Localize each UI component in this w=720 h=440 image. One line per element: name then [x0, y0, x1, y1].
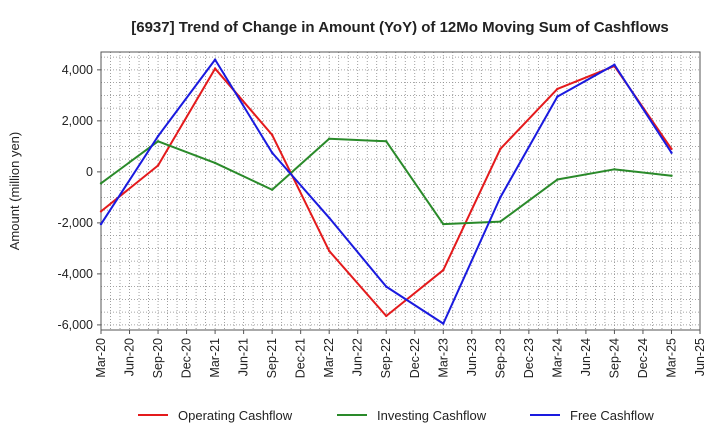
x-tick-label: Mar-24: [550, 338, 564, 378]
x-tick-label: Mar-21: [208, 338, 222, 378]
data-point-investing-cashflow: [270, 188, 274, 191]
legend: Operating Cashflow Investing Cashflow Free…: [138, 408, 654, 423]
data-point-operating-cashflow: [99, 210, 103, 213]
data-point-investing-cashflow: [613, 168, 616, 171]
x-tick-label: Jun-23: [465, 338, 479, 376]
data-point-free-cashflow: [99, 222, 103, 226]
data-point-operating-cashflow: [499, 147, 502, 151]
data-point-operating-cashflow: [556, 87, 559, 91]
data-point-free-cashflow: [670, 151, 673, 154]
data-point-operating-cashflow: [670, 147, 673, 151]
grid-layer: [100, 52, 701, 330]
data-point-free-cashflow: [213, 58, 217, 61]
x-axis-ticks: Mar-20 Jun-20 Sep-20 Dec-20 Mar-21 Jun-21 Sep-…: [94, 330, 707, 378]
x-tick-label: Mar-20: [94, 338, 108, 378]
data-point-investing-cashflow: [327, 137, 331, 140]
x-tick-label: Mar-22: [322, 338, 336, 378]
y-tick-label: -4,000: [58, 267, 93, 281]
data-point-investing-cashflow: [670, 174, 673, 177]
x-tick-label: Dec-23: [522, 338, 536, 378]
y-tick-label: -6,000: [58, 318, 93, 332]
x-tick-label: Dec-21: [294, 338, 308, 378]
x-tick-label: Mar-23: [436, 338, 450, 378]
x-tick-label: Dec-22: [408, 338, 422, 378]
data-point-investing-cashflow: [499, 220, 502, 223]
data-point-investing-cashflow: [213, 161, 217, 165]
x-tick-label: Sep-20: [151, 338, 165, 378]
x-tick-label: Sep-23: [493, 338, 507, 378]
x-tick-label: Mar-25: [664, 338, 678, 378]
data-point-operating-cashflow: [327, 249, 331, 253]
data-point-investing-cashflow: [385, 140, 388, 143]
y-axis-label: Amount (million yen): [7, 132, 22, 251]
legend-label-free-cashflow: Free Cashflow: [570, 408, 654, 423]
x-tick-label: Jun-21: [237, 338, 251, 376]
data-point-free-cashflow: [556, 95, 559, 98]
data-point-free-cashflow: [442, 322, 445, 325]
x-tick-label: Sep-22: [379, 338, 393, 378]
x-tick-label: Jun-25: [693, 338, 707, 376]
data-point-investing-cashflow: [556, 178, 559, 181]
x-tick-label: Jun-22: [351, 338, 365, 376]
y-tick-label: 4,000: [62, 63, 93, 77]
y-tick-label: -2,000: [58, 216, 93, 230]
data-point-operating-cashflow: [213, 67, 217, 70]
data-point-investing-cashflow: [442, 222, 445, 226]
data-point-free-cashflow: [156, 134, 160, 138]
legend-label-investing-cashflow: Investing Cashflow: [377, 408, 487, 423]
data-point-operating-cashflow: [270, 133, 274, 137]
y-tick-label: 0: [86, 165, 93, 179]
series-layer: [99, 58, 673, 325]
data-point-operating-cashflow: [156, 164, 160, 167]
y-axis-ticks: 4,000 2,000 0 -2,000 -4,000 -6,000: [58, 63, 101, 332]
x-tick-label: Jun-20: [123, 338, 137, 376]
data-point-free-cashflow: [613, 63, 616, 66]
chart-title: [6937] Trend of Change in Amount (YoY) o…: [131, 19, 669, 36]
x-tick-label: Dec-20: [180, 338, 194, 378]
x-tick-label: Sep-24: [607, 338, 621, 378]
x-tick-label: Dec-24: [636, 338, 650, 378]
plot-frame: [100, 51, 701, 331]
x-tick-label: Jun-24: [579, 338, 593, 376]
data-point-investing-cashflow: [156, 140, 160, 143]
data-point-free-cashflow: [385, 285, 388, 288]
legend-label-operating-cashflow: Operating Cashflow: [178, 408, 293, 423]
data-point-free-cashflow: [327, 216, 331, 219]
x-tick-label: Sep-21: [265, 338, 279, 378]
data-point-investing-cashflow: [99, 182, 103, 185]
series-line-free-cashflow: [100, 58, 673, 325]
data-point-free-cashflow: [270, 151, 274, 154]
data-point-free-cashflow: [499, 196, 502, 199]
y-tick-label: 2,000: [62, 114, 93, 128]
data-point-operating-cashflow: [442, 268, 445, 272]
data-point-operating-cashflow: [385, 314, 388, 318]
